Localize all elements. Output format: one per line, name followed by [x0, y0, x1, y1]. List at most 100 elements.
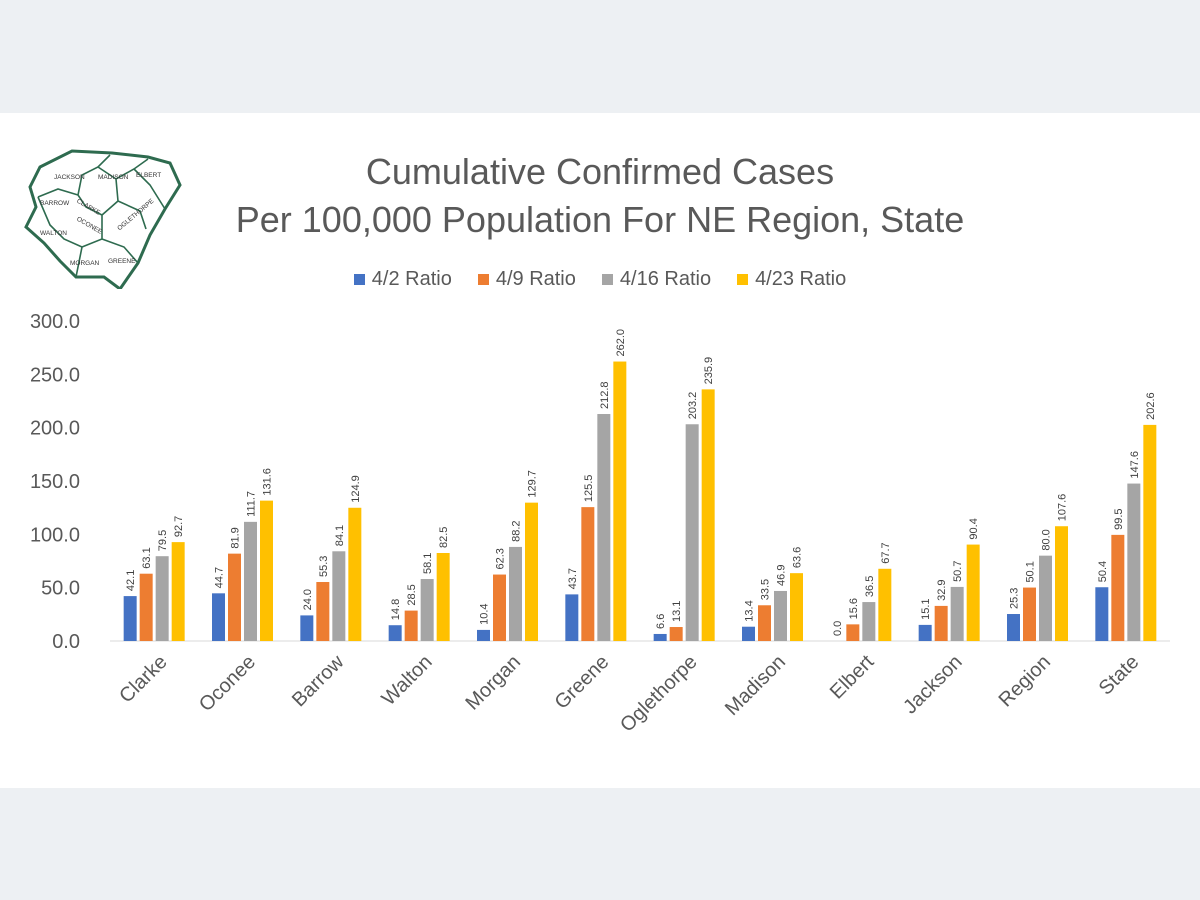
map-label-walton: WALTON — [40, 230, 67, 237]
data-label: 92.7 — [173, 516, 185, 537]
data-label: 43.7 — [567, 568, 579, 589]
legend-swatch — [737, 273, 749, 285]
data-label: 212.8 — [599, 381, 611, 409]
y-tick-label: 0.0 — [52, 631, 80, 653]
bar — [477, 629, 490, 641]
map-label-greene: GREENE — [108, 258, 136, 265]
bar — [846, 624, 860, 641]
region-outline — [24, 149, 182, 289]
category-label: Greene — [551, 651, 614, 714]
data-label: 10.4 — [479, 603, 491, 624]
data-label: 15.1 — [920, 598, 932, 619]
legend-swatch — [353, 273, 365, 285]
category-label: Walton — [378, 651, 437, 710]
chart-title-block: Cumulative Confirmed Cases Per 100,000 P… — [150, 148, 1050, 244]
bar — [918, 624, 932, 641]
bar — [1055, 526, 1068, 641]
data-label: 79.5 — [157, 530, 169, 551]
data-label: 15.6 — [848, 598, 860, 619]
y-tick-label: 300.0 — [30, 311, 80, 333]
bar — [509, 546, 522, 641]
category-label: Barrow — [288, 651, 349, 712]
data-label: 147.6 — [1129, 451, 1141, 479]
data-label: 58.1 — [422, 553, 434, 574]
data-label: 107.6 — [1057, 494, 1069, 522]
map-label-morgan: MORGAN — [70, 260, 100, 267]
data-label: 13.4 — [744, 600, 756, 621]
legend-swatch — [601, 273, 613, 285]
bar — [155, 556, 169, 641]
bar — [597, 414, 611, 641]
data-label: 63.6 — [792, 547, 804, 568]
data-label: 67.7 — [880, 542, 892, 563]
ne-region-map: JACKSON MADISON ELBERT BARROW CLARKE OCO… — [24, 149, 182, 289]
bar — [300, 615, 314, 641]
bar — [1095, 587, 1109, 641]
y-tick-label: 100.0 — [30, 524, 80, 546]
data-label: 32.9 — [936, 579, 948, 600]
data-label: 6.6 — [655, 614, 667, 629]
bar — [139, 573, 153, 641]
bar — [565, 594, 579, 641]
legend-item-4-23: 4/23 Ratio — [737, 265, 846, 293]
bar-chart: 0.0 50.0 100.0 150.0 200.0 250.0 300.0 42.1 63.1… — [30, 311, 1170, 737]
bar — [1143, 424, 1157, 641]
category-label: Elbert — [826, 651, 879, 704]
bar — [862, 602, 876, 641]
y-tick-label: 150.0 — [30, 471, 80, 493]
legend-item-4-9: 4/9 Ratio — [477, 265, 576, 293]
chart-slide: JACKSON MADISON ELBERT BARROW CLARKE OCO… — [0, 113, 1200, 788]
data-label: 50.7 — [952, 560, 964, 581]
y-tick-label: 200.0 — [30, 418, 80, 440]
data-label: 50.1 — [1025, 561, 1037, 582]
bar — [260, 500, 273, 641]
bar — [966, 544, 980, 641]
bar — [212, 593, 225, 641]
bar — [669, 627, 683, 641]
data-label: 50.4 — [1097, 561, 1109, 582]
data-label: 235.9 — [703, 357, 715, 385]
bar — [316, 582, 330, 641]
category-label: Clarke — [115, 651, 171, 707]
data-label: 62.3 — [495, 548, 507, 569]
bar — [1007, 614, 1020, 641]
bar — [404, 610, 418, 641]
category-label: Madison — [721, 651, 790, 720]
bar — [525, 502, 538, 641]
legend-label: 4/23 Ratio — [755, 268, 847, 290]
legend-label: 4/16 Ratio — [619, 268, 712, 290]
data-label: 25.3 — [1009, 588, 1021, 609]
data-label: 42.1 — [125, 570, 137, 591]
bar — [1023, 587, 1036, 641]
bar — [774, 590, 787, 641]
data-label: 131.6 — [262, 468, 274, 496]
y-tick-label: 50.0 — [41, 578, 80, 600]
chart-title: Cumulative Confirmed Cases — [365, 151, 835, 192]
bar — [685, 424, 699, 641]
map-label-barrow: BARROW — [40, 200, 70, 207]
data-label: 124.9 — [350, 475, 362, 503]
data-label: 63.1 — [141, 547, 153, 568]
bar — [493, 574, 506, 641]
legend-label: 4/9 Ratio — [495, 268, 576, 290]
data-label: 33.5 — [760, 579, 772, 600]
legend-item-4-16: 4/16 Ratio — [601, 265, 712, 293]
category-label: Morgan — [462, 651, 526, 715]
data-label: 125.5 — [583, 475, 595, 503]
data-label: 111.7 — [246, 491, 258, 517]
category-label: Oglethorpe — [616, 651, 702, 737]
data-label: 28.5 — [406, 584, 418, 605]
data-label: 14.8 — [390, 599, 402, 620]
data-label: 262.0 — [615, 329, 627, 357]
data-label: 80.0 — [1041, 529, 1053, 550]
bar — [1111, 534, 1125, 641]
data-label: 24.0 — [302, 589, 314, 610]
bar — [228, 553, 241, 641]
bar — [581, 507, 595, 641]
data-label: 88.2 — [511, 520, 523, 541]
bar — [123, 596, 137, 641]
data-label: 203.2 — [687, 392, 699, 420]
category-label: State — [1095, 651, 1144, 700]
data-label: 13.1 — [671, 601, 683, 622]
data-label: 36.5 — [864, 576, 876, 597]
